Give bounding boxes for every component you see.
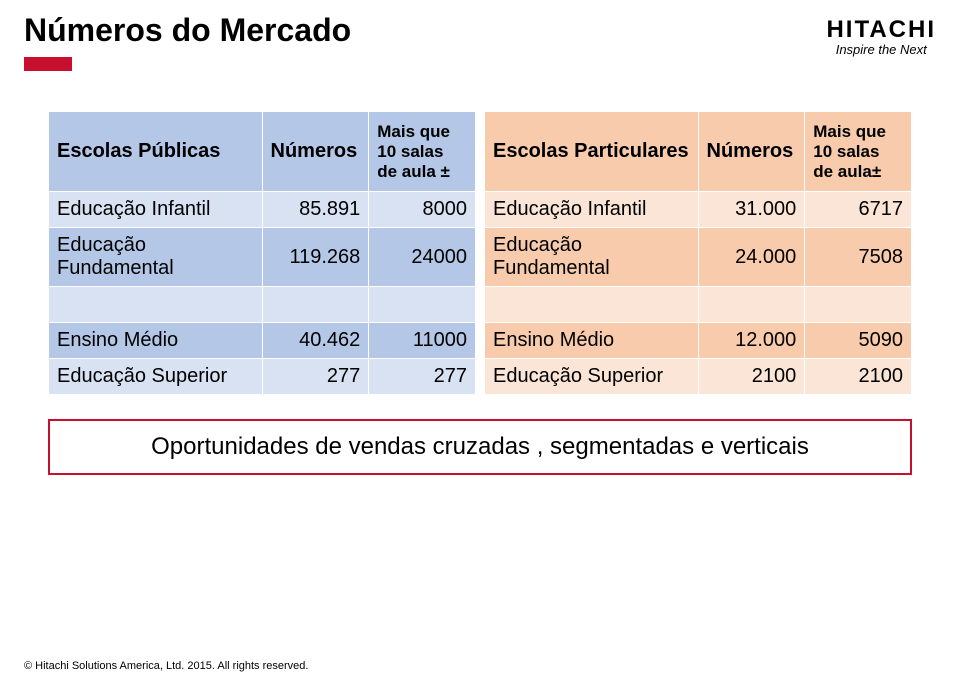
cell-label: Ensino Médio	[49, 323, 263, 359]
cell-num: 119.268	[262, 228, 369, 287]
cell-num: 85.891	[262, 192, 369, 228]
cell-extra: 8000	[369, 192, 476, 228]
copyright-footer: © Hitachi Solutions America, Ltd. 2015. …	[24, 660, 308, 672]
col-header: Números	[262, 112, 369, 192]
left-table: Escolas Públicas Números Mais que 10 sal…	[48, 111, 476, 395]
cell-num: 277	[262, 359, 369, 395]
cell-num: 40.462	[262, 323, 369, 359]
right-table: Escolas Particulares Números Mais que 10…	[484, 111, 912, 395]
cell-label: Educação Fundamental	[49, 228, 263, 287]
col-header: Escolas Particulares	[485, 112, 699, 192]
table-spacer-row	[485, 287, 912, 323]
table-row: Ensino Médio 40.462 11000	[49, 323, 476, 359]
table-row: Educação Superior 2100 2100	[485, 359, 912, 395]
cell-extra: 277	[369, 359, 476, 395]
cell-label: Educação Superior	[485, 359, 699, 395]
table-row: Educação Fundamental 24.000 7508	[485, 228, 912, 287]
table-row: Educação Infantil 85.891 8000	[49, 192, 476, 228]
col-header: Números	[698, 112, 805, 192]
cell-extra: 11000	[369, 323, 476, 359]
callout-box: Oportunidades de vendas cruzadas , segme…	[48, 419, 912, 475]
table-row: Educação Infantil 31.000 6717	[485, 192, 912, 228]
cell-num: 12.000	[698, 323, 805, 359]
table-row: Educação Fundamental 119.268 24000	[49, 228, 476, 287]
cell-extra: 7508	[805, 228, 912, 287]
table-row: Educação Superior 277 277	[49, 359, 476, 395]
table-header-row: Escolas Públicas Números Mais que 10 sal…	[49, 112, 476, 192]
col-header: Mais que 10 salas de aula±	[805, 112, 912, 192]
cell-label: Educação Infantil	[485, 192, 699, 228]
cell-label: Educação Fundamental	[485, 228, 699, 287]
logo-name: HITACHI	[826, 16, 936, 44]
cell-extra: 2100	[805, 359, 912, 395]
col-header: Escolas Públicas	[49, 112, 263, 192]
logo-tagline: Inspire the Next	[826, 42, 936, 57]
title-block: Números do Mercado	[24, 12, 351, 71]
accent-bar	[24, 57, 72, 71]
cell-num: 31.000	[698, 192, 805, 228]
cell-num: 24.000	[698, 228, 805, 287]
cell-label: Ensino Médio	[485, 323, 699, 359]
page-title: Números do Mercado	[24, 12, 351, 49]
cell-extra: 24000	[369, 228, 476, 287]
cell-extra: 6717	[805, 192, 912, 228]
col-header: Mais que 10 salas de aula ±	[369, 112, 476, 192]
tables-container: Escolas Públicas Números Mais que 10 sal…	[0, 71, 960, 395]
cell-label: Educação Superior	[49, 359, 263, 395]
slide-header: Números do Mercado HITACHI Inspire the N…	[0, 0, 960, 71]
table-spacer-row	[49, 287, 476, 323]
table-header-row: Escolas Particulares Números Mais que 10…	[485, 112, 912, 192]
cell-num: 2100	[698, 359, 805, 395]
table-row: Ensino Médio 12.000 5090	[485, 323, 912, 359]
logo-block: HITACHI Inspire the Next	[826, 16, 936, 57]
cell-label: Educação Infantil	[49, 192, 263, 228]
cell-extra: 5090	[805, 323, 912, 359]
